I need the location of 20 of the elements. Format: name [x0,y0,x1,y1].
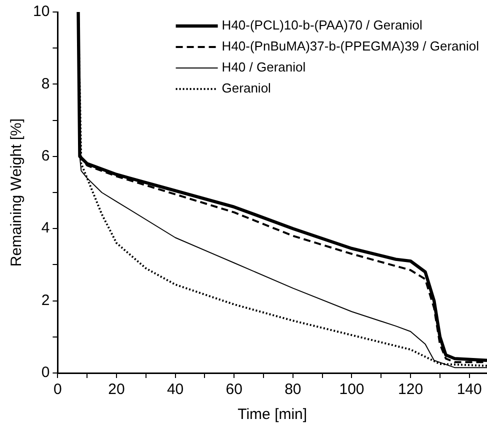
y-axis-title: Remaining Weight [%] [8,118,26,267]
x-tick-label: 100 [339,381,364,398]
x-tick-label: 0 [54,381,62,398]
y-tick-label: 10 [32,3,50,20]
y-tick-label: 0 [41,364,50,382]
y-tick-label: 2 [41,292,50,309]
legend-label: H40 / Geraniol [222,60,306,75]
y-tick-label: 6 [41,148,50,165]
x-tick-label: 80 [284,381,302,398]
x-tick-label: 140 [456,381,482,398]
y-tick-label: 4 [41,220,50,237]
legend-label: H40-(PnBuMA)37-b-(PPEGMA)39 / Geraniol [222,38,480,54]
legend-label: Geraniol [222,80,272,96]
y-tick-label: 8 [41,75,50,92]
legend-label: H40-(PCL)10-b-(PAA)70 / Geraniol [222,18,423,33]
x-tick-label: 20 [108,381,125,398]
x-tick-label: 40 [166,381,184,398]
x-tick-label: 120 [398,381,424,398]
x-axis-title: Time [min] [238,406,308,424]
x-tick-label: 60 [226,381,242,398]
